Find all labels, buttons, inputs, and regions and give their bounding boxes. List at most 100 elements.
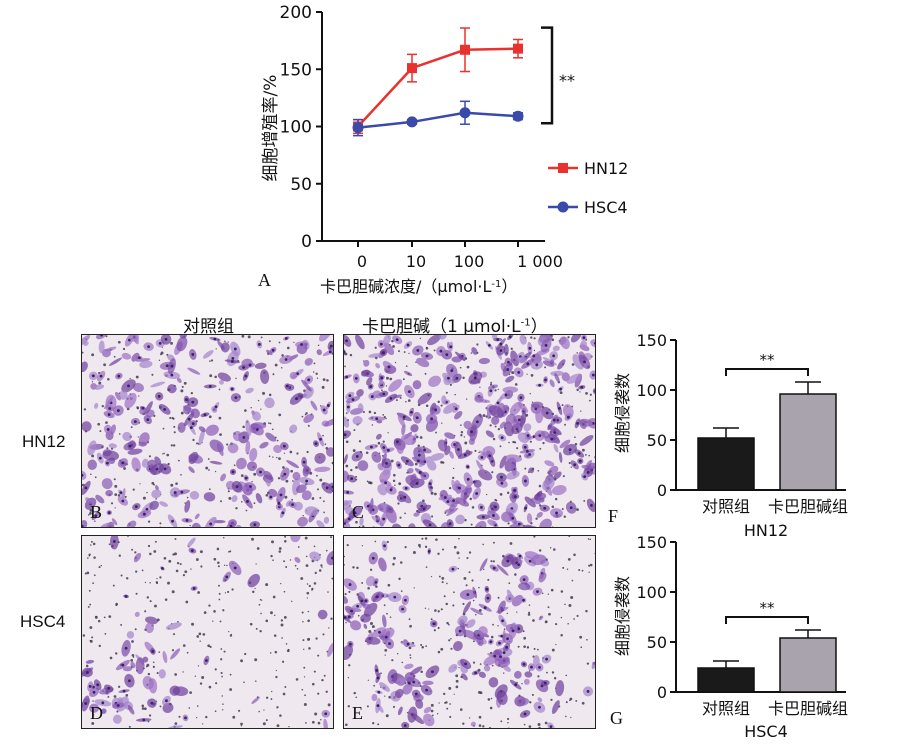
cell-nucleus: [257, 342, 261, 346]
pore-dot: [516, 447, 519, 450]
pore-dot: [216, 547, 220, 551]
pore-dot: [172, 444, 176, 447]
pore-dot: [278, 550, 282, 553]
cell-nucleus: [529, 526, 531, 527]
pore-dot: [168, 559, 172, 563]
stained-cell: [395, 688, 404, 698]
pore-dot: [562, 566, 565, 569]
cell-nucleus: [124, 646, 128, 650]
cell-nucleus: [496, 401, 500, 405]
pore-dot: [383, 501, 386, 504]
stained-cell: [119, 390, 128, 400]
cell-nucleus: [229, 524, 233, 527]
pore-dot: [455, 679, 459, 683]
cell-nucleus: [418, 471, 422, 474]
stained-cell: [188, 451, 199, 465]
stained-cell: [487, 519, 496, 526]
cell-nucleus: [98, 456, 102, 460]
pore-dot: [522, 630, 525, 633]
cell-nucleus: [530, 665, 533, 669]
pore-dot: [576, 388, 579, 392]
cell-nucleus: [142, 512, 146, 516]
cell-nucleus: [466, 465, 470, 469]
stained-cell: [427, 335, 442, 346]
pore-dot: [464, 441, 468, 445]
cell-nucleus: [382, 392, 386, 396]
cell-nucleus: [127, 384, 130, 388]
pore-dot: [492, 560, 495, 563]
stained-cell: [167, 725, 183, 728]
pore-dot: [280, 583, 282, 585]
stained-cell: [478, 469, 493, 481]
stained-cell: [139, 408, 146, 415]
cell-nucleus: [502, 651, 506, 655]
cell-nucleus: [190, 549, 194, 553]
pore-dot: [450, 647, 453, 650]
pore-dot: [465, 584, 468, 587]
stained-cell: [159, 501, 168, 507]
pore-dot: [369, 622, 373, 626]
pore-dot: [414, 462, 418, 466]
pore-dot: [538, 549, 542, 552]
pore-dot: [289, 559, 292, 561]
stained-cell: [344, 644, 353, 661]
cell-nucleus: [538, 434, 542, 438]
pore-dot: [222, 703, 224, 705]
pore-dot: [279, 714, 282, 717]
stained-cell: [82, 421, 92, 432]
cell-nucleus: [157, 394, 161, 398]
pore-dot: [460, 431, 464, 434]
stained-cell: [506, 589, 514, 601]
cell-nucleus: [393, 595, 397, 599]
cell-nucleus: [92, 690, 96, 694]
pore-dot: [199, 682, 203, 685]
stained-cell: [505, 375, 515, 383]
pore-dot: [280, 367, 283, 369]
pore-dot: [497, 625, 499, 627]
pore-dot: [424, 545, 428, 548]
y-axis-label: 细胞增殖率/%: [261, 75, 281, 182]
pore-dot: [219, 620, 222, 623]
stained-cell: [122, 666, 133, 672]
pore-dot: [103, 363, 107, 367]
cell-nucleus: [532, 354, 536, 358]
pore-dot: [589, 538, 592, 541]
pore-dot: [94, 615, 98, 619]
pore-dot: [172, 633, 176, 636]
pore-dot: [409, 624, 412, 628]
pore-dot: [159, 705, 162, 708]
stained-cell: [209, 460, 223, 465]
pore-dot: [581, 448, 585, 452]
cell-nucleus: [82, 473, 84, 477]
cell-nucleus: [106, 428, 110, 431]
cell-nucleus: [242, 366, 245, 369]
stained-cell: [189, 491, 200, 500]
pore-dot: [135, 375, 139, 379]
stained-cell: [142, 656, 149, 663]
stained-cell: [509, 401, 522, 416]
pore-dot: [387, 583, 391, 587]
pore-dot: [457, 567, 460, 570]
stained-cell: [384, 342, 395, 356]
pore-dot: [462, 376, 465, 380]
pore-dot: [209, 360, 211, 362]
pore-dot: [139, 483, 141, 485]
pore-dot: [385, 376, 389, 380]
pore-dot: [258, 710, 260, 713]
cell-nucleus: [161, 566, 164, 570]
stained-cell: [360, 369, 371, 377]
cell-nucleus: [549, 725, 553, 728]
pore-dot: [446, 621, 449, 625]
cell-nucleus: [345, 375, 349, 379]
stained-cell: [314, 452, 326, 464]
cell-nucleus: [165, 364, 169, 368]
pore-dot: [355, 475, 357, 478]
pore-dot: [490, 560, 493, 563]
cell-nucleus: [185, 398, 188, 401]
cell-nucleus: [344, 433, 347, 437]
pore-dot: [117, 494, 121, 497]
stained-cell: [375, 515, 381, 522]
x-axis-label: 卡巴胆碱浓度/（μmol·L-1）: [320, 277, 517, 296]
stained-cell: [246, 461, 258, 472]
